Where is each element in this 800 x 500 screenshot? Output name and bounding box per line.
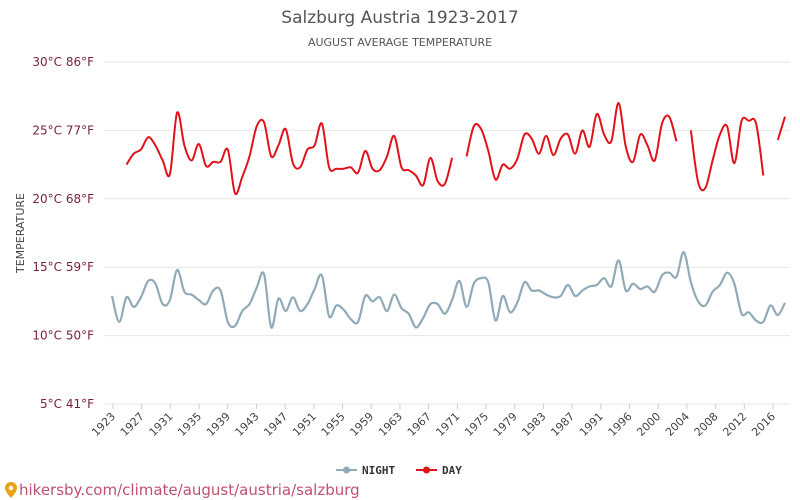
legend-item-day[interactable]: DAY [416, 464, 462, 477]
chart-subtitle: AUGUST AVERAGE TEMPERATURE [308, 36, 492, 49]
x-tick-label: 2008 [692, 410, 721, 439]
x-tick-labels: 1923 1927 1931 1935 1939 1943 1947 1951 1955 1959… [89, 404, 778, 439]
x-tick-label: 1931 [147, 410, 176, 439]
series-day-line [465, 101, 678, 181]
y-tick-label: 25°C 77°F [32, 123, 94, 137]
y-tick-label: 5°C 41°F [40, 397, 94, 411]
x-tick-label: 1939 [204, 410, 233, 439]
x-tick-label: 2000 [634, 410, 663, 439]
x-tick-label: 1996 [606, 410, 635, 439]
series-day-line [689, 116, 765, 192]
x-tick-label: 2004 [663, 410, 692, 439]
x-tick-label: 1979 [491, 410, 520, 439]
y-tick-label: 10°C 50°F [32, 329, 94, 343]
legend-day-marker [423, 466, 430, 474]
series-day-line [776, 116, 786, 141]
series-day-line [125, 111, 454, 196]
watermark-text: hikersby.com/climate/august/austria/salz… [19, 481, 360, 499]
x-tick-label: 1967 [405, 410, 434, 439]
y-axis-label: TEMPERATURE [14, 193, 27, 274]
x-tick-label: 1975 [462, 410, 491, 439]
grid-lines [104, 61, 790, 405]
legend-night-marker [343, 466, 350, 474]
x-tick-label: 1987 [548, 410, 577, 439]
x-tick-label: 1963 [376, 410, 405, 439]
series-day [125, 101, 786, 196]
y-tick-label: 15°C 59°F [32, 260, 94, 274]
x-tick-label: 1951 [290, 410, 319, 439]
x-tick-label: 1943 [233, 410, 262, 439]
legend-day-label: DAY [442, 464, 462, 477]
series-lines [110, 101, 786, 329]
legend-night-label: NIGHT [362, 464, 395, 477]
legend-item-night[interactable]: NIGHT [336, 464, 395, 477]
x-tick-label: 1991 [577, 410, 606, 439]
y-tick-label: 20°C 68°F [32, 192, 94, 206]
watermark[interactable]: hikersby.com/climate/august/austria/salz… [5, 481, 360, 499]
y-tick-label: 30°C 86°F [32, 55, 94, 69]
x-tick-label: 1971 [433, 410, 462, 439]
x-tick-label: 1947 [261, 410, 290, 439]
series-night [110, 251, 786, 329]
chart-title: Salzburg Austria 1923-2017 [281, 8, 518, 28]
x-tick-label: 1923 [89, 410, 118, 439]
y-tick-labels: 5°C 41°F 10°C 50°F 15°C 59°F 20°C 68°F 25°C … [32, 55, 94, 411]
x-tick-label: 1983 [520, 410, 549, 439]
x-tick-label: 2012 [720, 410, 749, 439]
legend[interactable]: NIGHT DAY [336, 464, 462, 477]
x-tick-label: 1935 [175, 410, 204, 439]
x-tick-label: 1927 [118, 410, 147, 439]
x-tick-label: 1959 [347, 410, 376, 439]
location-pin-icon [5, 482, 17, 498]
x-tick-label: 2016 [749, 410, 778, 439]
series-night-line [110, 251, 786, 329]
x-tick-label: 1955 [319, 410, 348, 439]
